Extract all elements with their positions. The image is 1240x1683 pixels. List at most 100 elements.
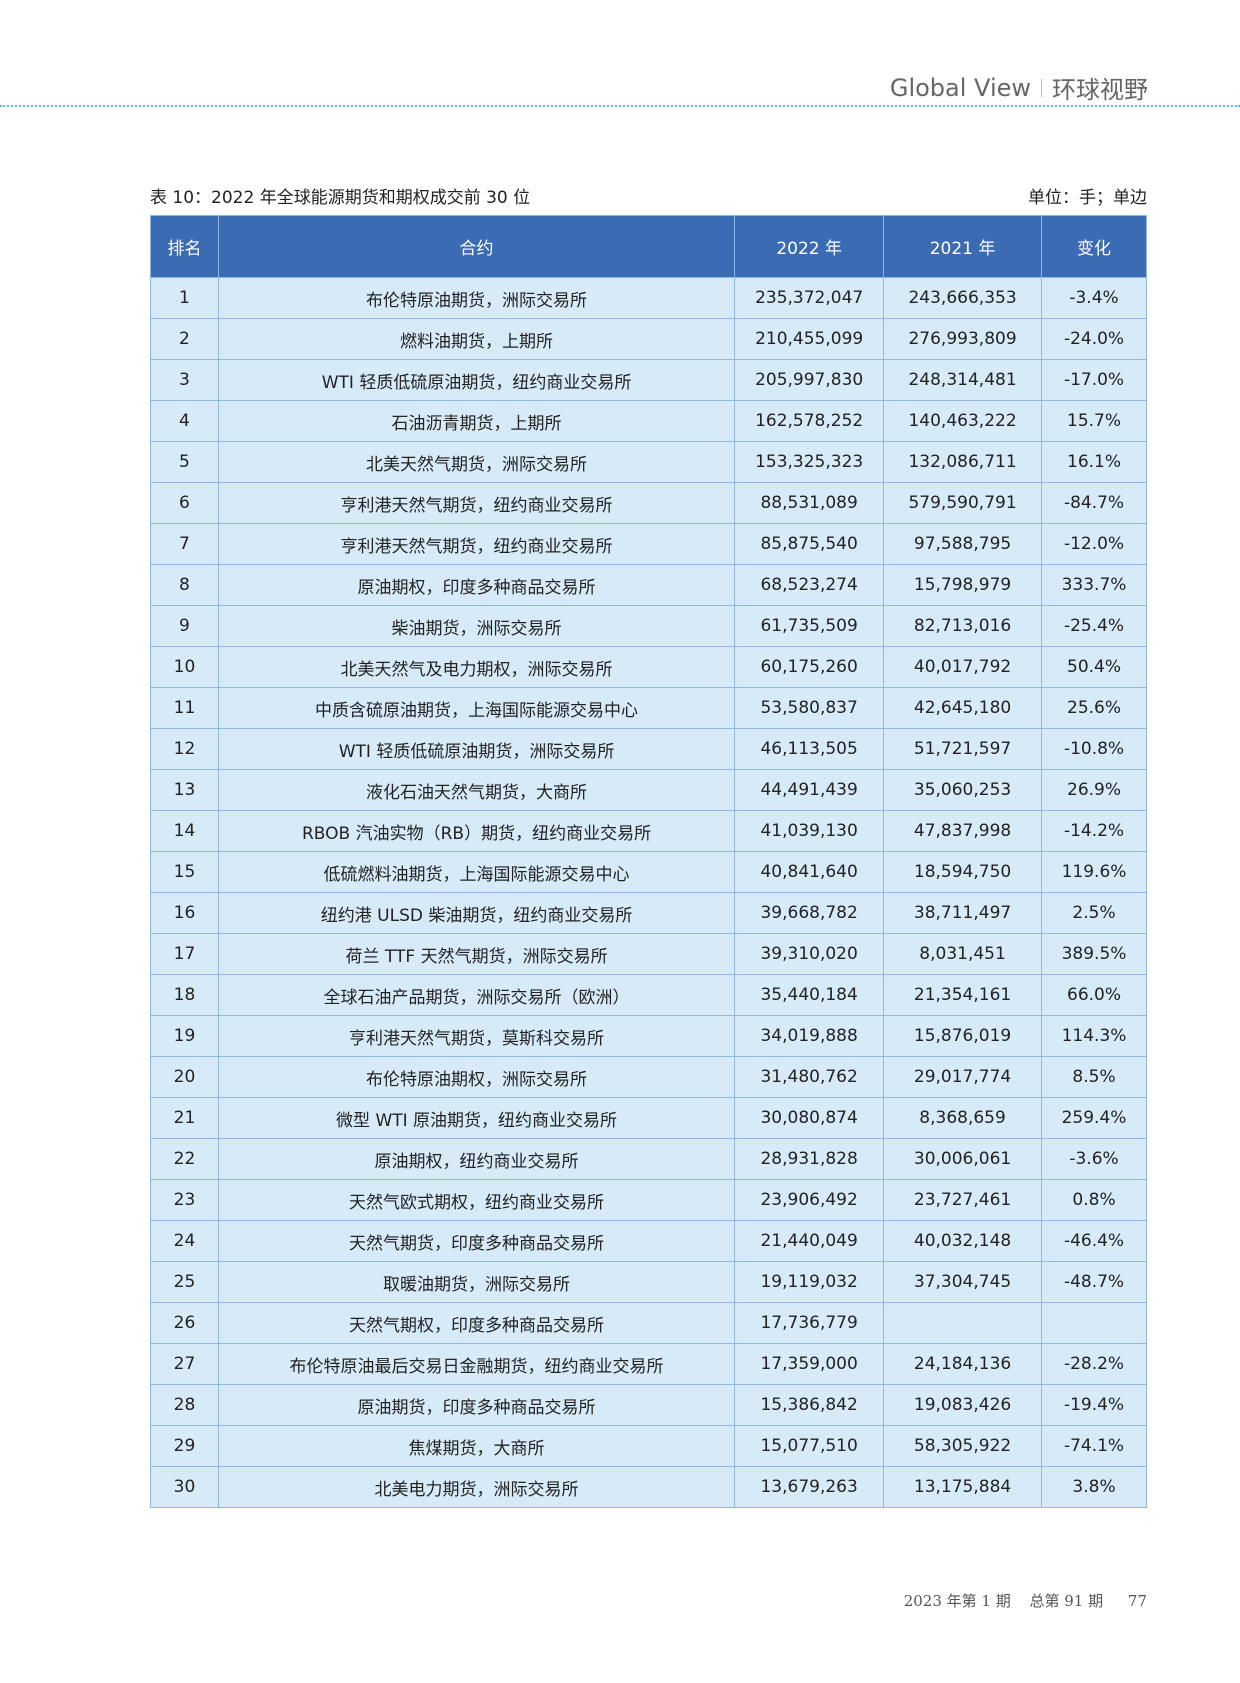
rank-cell: 18 bbox=[150, 974, 219, 1016]
change-cell: 389.5% bbox=[1041, 933, 1147, 975]
dotted-rule bbox=[0, 105, 1240, 107]
change-cell: 26.9% bbox=[1041, 769, 1147, 811]
volume-2022-cell: 35,440,184 bbox=[734, 974, 885, 1016]
table-row: 25 取暖油期货，洲际交易所 19,119,032 37,304,745 -48.7% bbox=[150, 1261, 1147, 1303]
rank-cell: 15 bbox=[150, 851, 219, 893]
volume-2022-cell: 68,523,274 bbox=[734, 564, 885, 606]
rank-cell: 13 bbox=[150, 769, 219, 811]
volume-2021-cell: 30,006,061 bbox=[883, 1138, 1043, 1180]
change-cell: 114.3% bbox=[1041, 1015, 1147, 1057]
change-cell: 15.7% bbox=[1041, 400, 1147, 442]
table-row: 13 液化石油天然气期货，大商所 44,491,439 35,060,253 26.9% bbox=[150, 769, 1147, 811]
volume-2022-cell: 15,386,842 bbox=[734, 1384, 885, 1426]
volume-2022-cell: 39,668,782 bbox=[734, 892, 885, 934]
change-cell: -24.0% bbox=[1041, 318, 1147, 360]
rank-cell: 28 bbox=[150, 1384, 219, 1426]
rank-cell: 23 bbox=[150, 1179, 219, 1221]
rank-cell: 14 bbox=[150, 810, 219, 852]
volume-2022-cell: 88,531,089 bbox=[734, 482, 885, 524]
volume-2021-cell: 18,594,750 bbox=[883, 851, 1043, 893]
volume-2021-cell: 15,876,019 bbox=[883, 1015, 1043, 1057]
rank-cell: 17 bbox=[150, 933, 219, 975]
volume-2021-cell: 37,304,745 bbox=[883, 1261, 1043, 1303]
table-caption: 表 10：2022 年全球能源期货和期权成交前 30 位 bbox=[150, 188, 531, 208]
rank-cell: 20 bbox=[150, 1056, 219, 1098]
volume-2022-cell: 34,019,888 bbox=[734, 1015, 885, 1057]
contract-cell: 原油期货，印度多种商品交易所 bbox=[217, 1384, 736, 1426]
rank-cell: 25 bbox=[150, 1261, 219, 1303]
volume-2022-cell: 41,039,130 bbox=[734, 810, 885, 852]
contract-cell: 微型 WTI 原油期货，纽约商业交易所 bbox=[217, 1097, 736, 1139]
table-row: 26 天然气期权，印度多种商品交易所 17,736,779 bbox=[150, 1302, 1147, 1344]
table-row: 15 低硫燃料油期货，上海国际能源交易中心 40,841,640 18,594,750… bbox=[150, 851, 1147, 893]
col-rank: 排名 bbox=[150, 215, 219, 278]
table-row: 8 原油期权，印度多种商品交易所 68,523,274 15,798,979 333.7… bbox=[150, 564, 1147, 606]
rank-cell: 22 bbox=[150, 1138, 219, 1180]
volume-2022-cell: 19,119,032 bbox=[734, 1261, 885, 1303]
contract-cell: 天然气期权，印度多种商品交易所 bbox=[217, 1302, 736, 1344]
contract-cell: 荷兰 TTF 天然气期货，洲际交易所 bbox=[217, 933, 736, 975]
section-header: Global View 环球视野 bbox=[890, 70, 1148, 105]
contract-cell: 天然气期货，印度多种商品交易所 bbox=[217, 1220, 736, 1262]
table-row: 18 全球石油产品期货，洲际交易所（欧洲） 35,440,184 21,354,161… bbox=[150, 974, 1147, 1016]
table-row: 17 荷兰 TTF 天然气期货，洲际交易所 39,310,020 8,031,451 3… bbox=[150, 933, 1147, 975]
change-cell: -25.4% bbox=[1041, 605, 1147, 647]
contract-cell: 石油沥青期货，上期所 bbox=[217, 400, 736, 442]
volume-2022-cell: 15,077,510 bbox=[734, 1425, 885, 1467]
volume-2021-cell: 140,463,222 bbox=[883, 400, 1043, 442]
contract-cell: 布伦特原油期权，洲际交易所 bbox=[217, 1056, 736, 1098]
rank-cell: 8 bbox=[150, 564, 219, 606]
table-row: 27 布伦特原油最后交易日金融期货，纽约商业交易所 17,359,000 24,184… bbox=[150, 1343, 1147, 1385]
page-footer: 2023 年第 1 期 总第 91 期 77 bbox=[890, 1590, 1147, 1611]
volume-2021-cell: 51,721,597 bbox=[883, 728, 1043, 770]
contract-cell: 北美电力期货，洲际交易所 bbox=[217, 1466, 736, 1508]
table-unit: 单位：手；单边 bbox=[1028, 188, 1147, 208]
contract-cell: 天然气欧式期权，纽约商业交易所 bbox=[217, 1179, 736, 1221]
volume-2022-cell: 85,875,540 bbox=[734, 523, 885, 565]
volume-2022-cell: 235,372,047 bbox=[734, 277, 885, 319]
change-cell: 3.8% bbox=[1041, 1466, 1147, 1508]
contract-cell: 布伦特原油期货，洲际交易所 bbox=[217, 277, 736, 319]
volume-2022-cell: 30,080,874 bbox=[734, 1097, 885, 1139]
volume-2021-cell: 40,032,148 bbox=[883, 1220, 1043, 1262]
change-cell: 259.4% bbox=[1041, 1097, 1147, 1139]
table-row: 9 柴油期货，洲际交易所 61,735,509 82,713,016 -25.4% bbox=[150, 605, 1147, 647]
table-row: 22 原油期权，纽约商业交易所 28,931,828 30,006,061 -3.6% bbox=[150, 1138, 1147, 1180]
volume-2022-cell: 31,480,762 bbox=[734, 1056, 885, 1098]
rank-cell: 5 bbox=[150, 441, 219, 483]
rank-cell: 12 bbox=[150, 728, 219, 770]
volume-2021-cell: 579,590,791 bbox=[883, 482, 1043, 524]
change-cell: 2.5% bbox=[1041, 892, 1147, 934]
volume-2022-cell: 13,679,263 bbox=[734, 1466, 885, 1508]
rank-cell: 21 bbox=[150, 1097, 219, 1139]
change-cell bbox=[1041, 1302, 1147, 1344]
volume-2022-cell: 23,906,492 bbox=[734, 1179, 885, 1221]
table-row: 12 WTI 轻质低硫原油期货，洲际交易所 46,113,505 51,721,597… bbox=[150, 728, 1147, 770]
change-cell: 25.6% bbox=[1041, 687, 1147, 729]
volume-2022-cell: 40,841,640 bbox=[734, 851, 885, 893]
table-row: 24 天然气期货，印度多种商品交易所 21,440,049 40,032,148 -46… bbox=[150, 1220, 1147, 1262]
volume-2021-cell bbox=[883, 1302, 1043, 1344]
volume-2021-cell: 47,837,998 bbox=[883, 810, 1043, 852]
volume-2022-cell: 205,997,830 bbox=[734, 359, 885, 401]
volume-2021-cell: 97,588,795 bbox=[883, 523, 1043, 565]
volume-2021-cell: 19,083,426 bbox=[883, 1384, 1043, 1426]
contract-cell: 北美天然气期货，洲际交易所 bbox=[217, 441, 736, 483]
contract-cell: 低硫燃料油期货，上海国际能源交易中心 bbox=[217, 851, 736, 893]
divider bbox=[1041, 78, 1042, 97]
change-cell: -17.0% bbox=[1041, 359, 1147, 401]
volume-2022-cell: 61,735,509 bbox=[734, 605, 885, 647]
volume-2021-cell: 8,031,451 bbox=[883, 933, 1043, 975]
volume-2022-cell: 17,736,779 bbox=[734, 1302, 885, 1344]
change-cell: -10.8% bbox=[1041, 728, 1147, 770]
col-contract: 合约 bbox=[217, 215, 736, 278]
col-2021: 2021 年 bbox=[883, 215, 1043, 278]
issue-number: 2023 年第 1 期 bbox=[903, 1592, 1011, 1610]
table-row: 19 亨利港天然气期货，莫斯科交易所 34,019,888 15,876,019 114… bbox=[150, 1015, 1147, 1057]
contract-cell: 纽约港 ULSD 柴油期货，纽约商业交易所 bbox=[217, 892, 736, 934]
contract-cell: 焦煤期货，大商所 bbox=[217, 1425, 736, 1467]
volume-2021-cell: 58,305,922 bbox=[883, 1425, 1043, 1467]
volume-2021-cell: 23,727,461 bbox=[883, 1179, 1043, 1221]
table-row: 5 北美天然气期货，洲际交易所 153,325,323 132,086,711 16.1… bbox=[150, 441, 1147, 483]
volume-2021-cell: 248,314,481 bbox=[883, 359, 1043, 401]
